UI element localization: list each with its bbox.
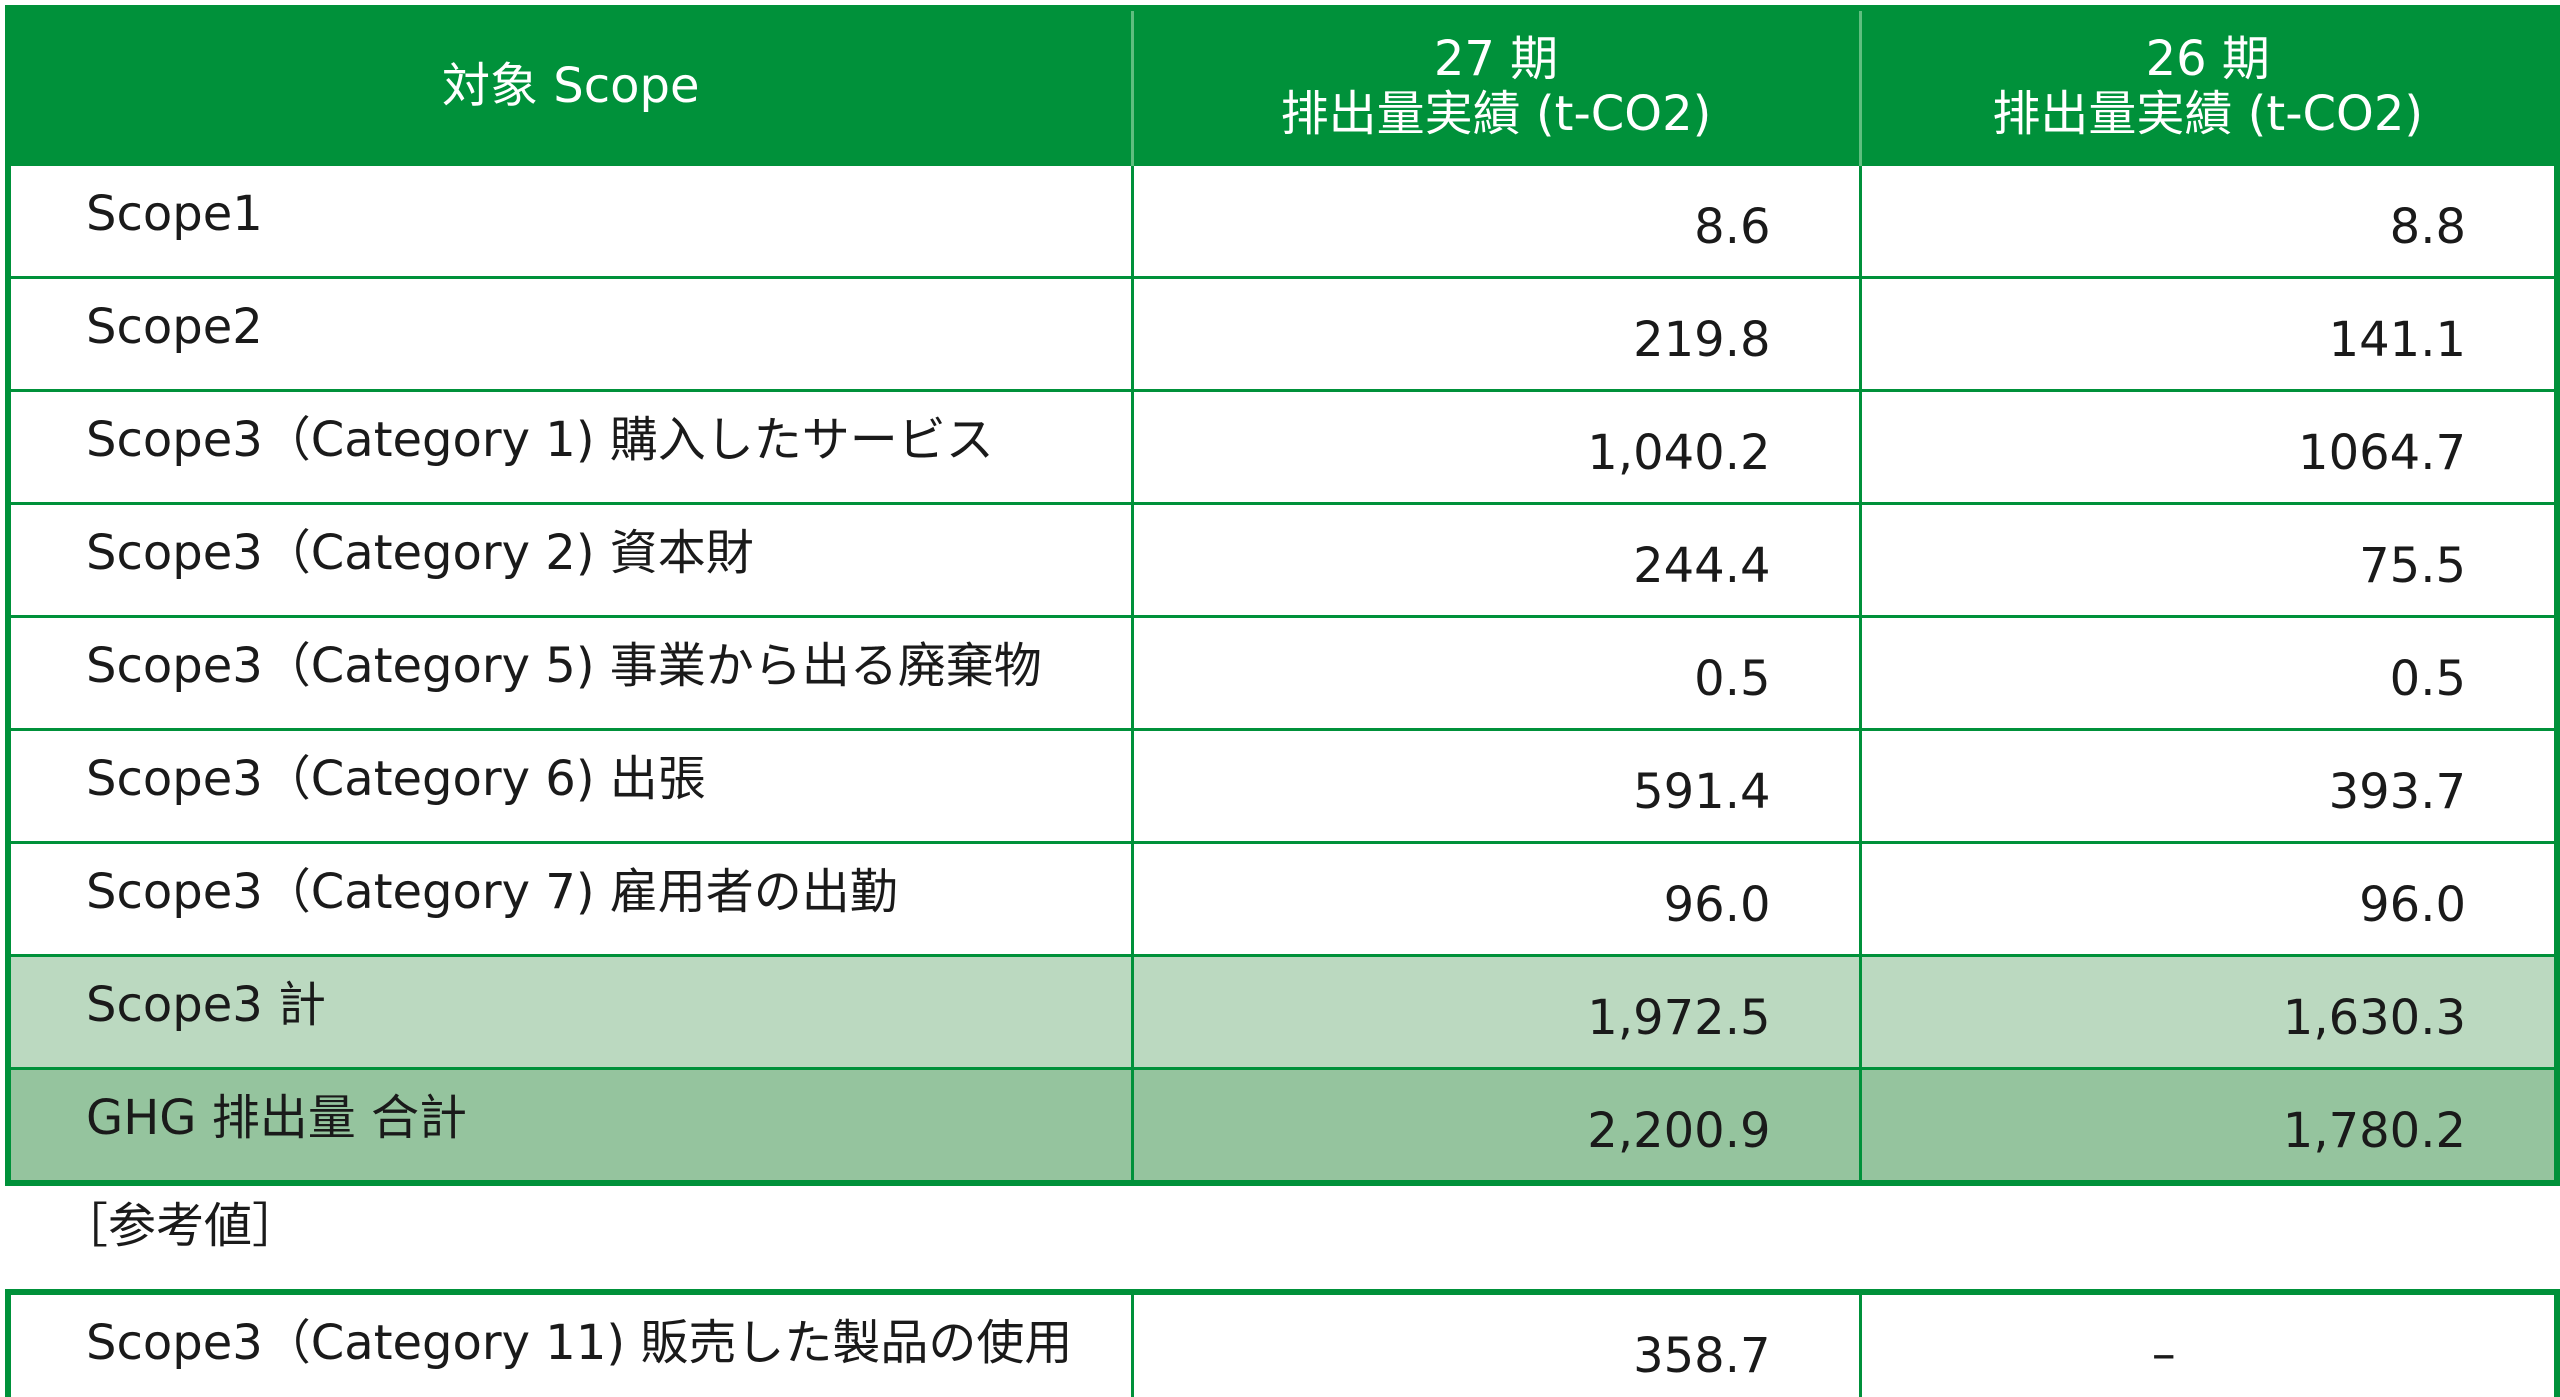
reference-table: Scope3（Category 11) 販売した製品の使用 358.7 – xyxy=(5,1289,2560,1397)
total-value-27: 2,200.9 xyxy=(1130,1067,1862,1185)
row-value-26: 96.0 xyxy=(1858,841,2559,957)
scope3-subtotal-row: Scope3 計 1,972.5 1,630.3 xyxy=(6,954,2559,1070)
header-period-27-unit: 排出量実績 (t-CO2) xyxy=(1280,86,1712,142)
table-row: Scope3（Category 7) 雇用者の出勤 96.0 96.0 xyxy=(6,841,2559,957)
reference-value-27: 358.7 xyxy=(1130,1290,1862,1397)
row-label: Scope1 xyxy=(6,163,1134,279)
header-scope-label: 対象 Scope xyxy=(442,58,700,115)
row-value-26: 1064.7 xyxy=(1858,389,2559,505)
row-value-27: 0.5 xyxy=(1130,615,1862,731)
reference-value-26: – xyxy=(1858,1290,2559,1397)
row-value-27: 96.0 xyxy=(1130,841,1862,957)
total-value-26: 1,780.2 xyxy=(1858,1067,2559,1185)
table-row: Scope3（Category 2) 資本財 244.4 75.5 xyxy=(6,502,2559,618)
header-period-27: 27 期 排出量実績 (t-CO2) xyxy=(1130,8,1862,165)
row-value-26: 8.8 xyxy=(1858,163,2559,279)
row-value-27: 219.8 xyxy=(1130,276,1862,392)
table-row: Scope3（Category 6) 出張 591.4 393.7 xyxy=(6,728,2559,844)
row-value-27: 591.4 xyxy=(1130,728,1862,844)
emissions-table: 対象 Scope 27 期 排出量実績 (t-CO2) 26 期 排出量実績 (… xyxy=(5,5,2560,1186)
reference-heading: ［参考値］ xyxy=(60,1198,301,1254)
header-scope: 対象 Scope xyxy=(8,8,1134,165)
row-value-26: 75.5 xyxy=(1858,502,2559,618)
total-label: GHG 排出量 合計 xyxy=(6,1067,1134,1185)
row-label: Scope3（Category 2) 資本財 xyxy=(6,502,1134,618)
header-period-26-unit: 排出量実績 (t-CO2) xyxy=(1992,86,2424,142)
table-row: Scope3（Category 5) 事業から出る廃棄物 0.5 0.5 xyxy=(6,615,2559,731)
row-value-26: 393.7 xyxy=(1858,728,2559,844)
row-value-27: 1,040.2 xyxy=(1130,389,1862,505)
subtotal-value-26: 1,630.3 xyxy=(1858,954,2559,1070)
table-row: Scope1 8.6 8.8 xyxy=(6,163,2559,279)
reference-row-label: Scope3（Category 11) 販売した製品の使用 xyxy=(6,1290,1134,1397)
row-value-26: 0.5 xyxy=(1858,615,2559,731)
table-row: Scope2 219.8 141.1 xyxy=(6,276,2559,392)
row-value-27: 244.4 xyxy=(1130,502,1862,618)
row-value-27: 8.6 xyxy=(1130,163,1862,279)
row-value-26: 141.1 xyxy=(1858,276,2559,392)
row-label: Scope2 xyxy=(6,276,1134,392)
header-period-26-title: 26 期 xyxy=(2145,30,2270,87)
row-label: Scope3（Category 7) 雇用者の出勤 xyxy=(6,841,1134,957)
ghg-total-row: GHG 排出量 合計 2,200.9 1,780.2 xyxy=(6,1067,2559,1185)
header-period-26: 26 期 排出量実績 (t-CO2) xyxy=(1858,8,2557,165)
subtotal-label: Scope3 計 xyxy=(6,954,1134,1070)
header-row: 対象 Scope 27 期 排出量実績 (t-CO2) 26 期 排出量実績 (… xyxy=(8,8,2557,165)
table-row: Scope3（Category 11) 販売した製品の使用 358.7 – xyxy=(6,1290,2559,1397)
subtotal-value-27: 1,972.5 xyxy=(1130,954,1862,1070)
table-row: Scope3（Category 1) 購入したサービス 1,040.2 1064… xyxy=(6,389,2559,505)
row-label: Scope3（Category 6) 出張 xyxy=(6,728,1134,844)
row-label: Scope3（Category 5) 事業から出る廃棄物 xyxy=(6,615,1134,731)
row-label: Scope3（Category 1) 購入したサービス xyxy=(6,389,1134,505)
header-period-27-title: 27 期 xyxy=(1433,30,1559,87)
